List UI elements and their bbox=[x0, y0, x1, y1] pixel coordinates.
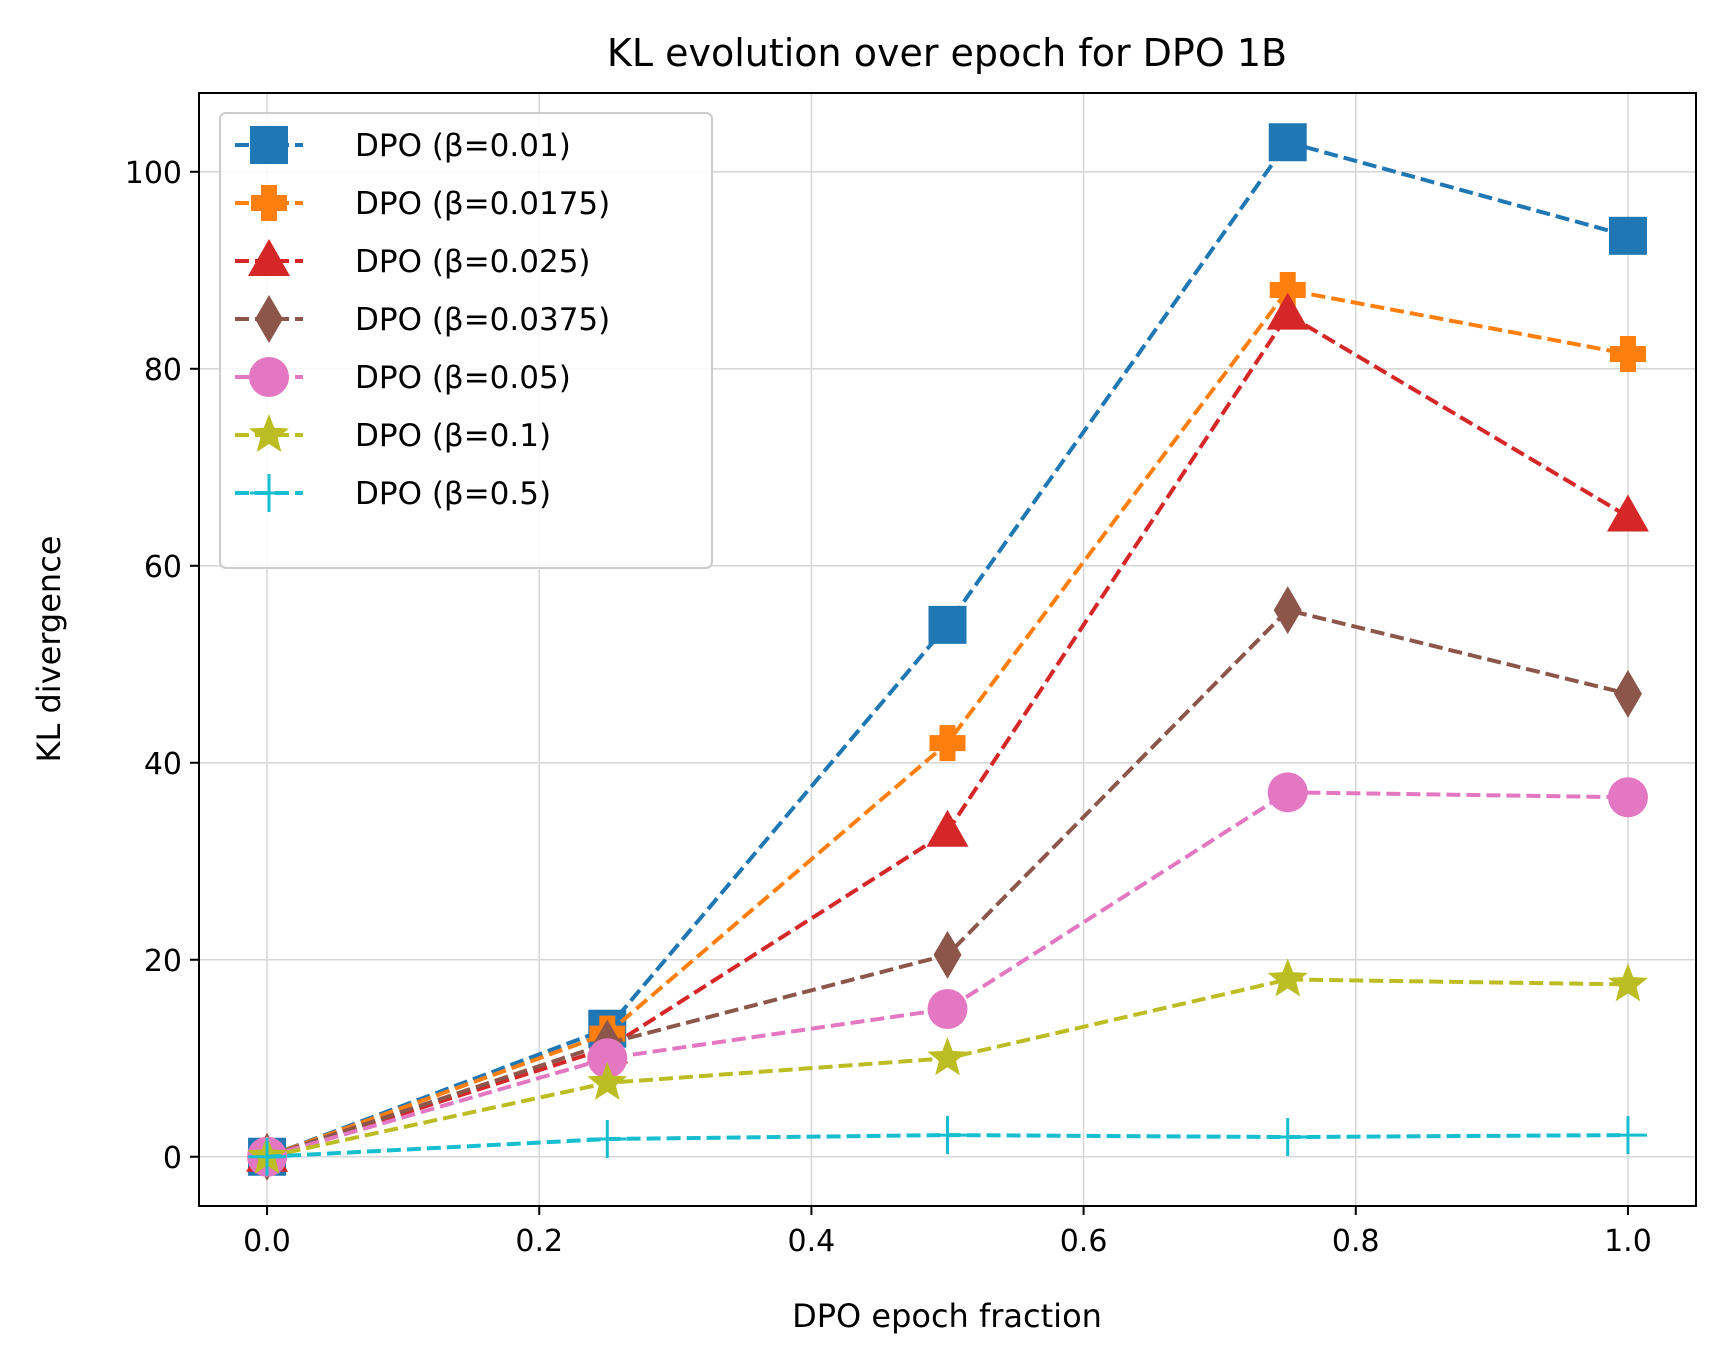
plus-filled-marker bbox=[251, 185, 287, 221]
y-tick-label: 0 bbox=[163, 1141, 182, 1176]
plus-marker bbox=[1268, 1118, 1307, 1157]
star-marker bbox=[249, 414, 289, 452]
series-group bbox=[248, 1116, 1647, 1176]
diamond-marker bbox=[255, 295, 283, 343]
series-group bbox=[253, 586, 1642, 1181]
legend-box bbox=[219, 112, 713, 569]
square-marker bbox=[1268, 123, 1307, 162]
legend-label: DPO (β=0.025) bbox=[355, 244, 591, 280]
triangle-marker bbox=[1266, 292, 1309, 330]
circle-marker bbox=[1607, 777, 1648, 818]
x-tick-label: 1.0 bbox=[1604, 1224, 1652, 1259]
y-tick-label: 40 bbox=[144, 747, 182, 782]
circle-marker bbox=[249, 357, 289, 397]
circle-marker bbox=[927, 989, 968, 1030]
circle-marker bbox=[587, 1038, 628, 1079]
legend-entry: DPO (β=0.0375) bbox=[235, 295, 610, 343]
y-tick-label: 60 bbox=[144, 550, 182, 585]
legend-entry: DPO (β=0.01) bbox=[235, 126, 571, 164]
plot-frame bbox=[198, 92, 1697, 1207]
legend-entry: DPO (β=0.0175) bbox=[235, 185, 610, 222]
legend-label: DPO (β=0.01) bbox=[355, 128, 571, 164]
y-tick-label: 80 bbox=[144, 353, 182, 388]
legend-entry: DPO (β=0.5) bbox=[235, 474, 551, 512]
x-tick-label: 0.2 bbox=[515, 1224, 563, 1259]
plus-marker bbox=[928, 1116, 967, 1155]
legend-entry: DPO (β=0.025) bbox=[235, 239, 591, 280]
y-tick-label: 20 bbox=[144, 944, 182, 979]
triangle-marker bbox=[1606, 494, 1649, 532]
plus-filled-marker bbox=[1609, 336, 1646, 373]
axis-ticks: 0.0 0.2 0.4 0.6 0.8 1.0 0 20 40 60 80 100 bbox=[125, 156, 1652, 1259]
legend-label: DPO (β=0.5) bbox=[355, 476, 551, 512]
diamond-marker bbox=[1613, 669, 1642, 718]
x-axis-label: DPO epoch fraction bbox=[792, 1297, 1102, 1335]
x-tick-label: 0.8 bbox=[1332, 1224, 1380, 1259]
triangle-marker bbox=[926, 809, 969, 847]
y-axis-label: KL divergence bbox=[30, 536, 68, 763]
square-marker bbox=[928, 605, 967, 644]
legend-entry: DPO (β=0.05) bbox=[235, 357, 571, 397]
legend-label: DPO (β=0.1) bbox=[355, 418, 551, 454]
diamond-marker bbox=[933, 930, 962, 979]
legend-label: DPO (β=0.05) bbox=[355, 360, 571, 396]
star-marker bbox=[1267, 958, 1308, 997]
legend-entry: DPO (β=0.1) bbox=[235, 414, 551, 454]
circle-marker bbox=[1267, 772, 1308, 813]
chart-title: KL evolution over epoch for DPO 1B bbox=[607, 31, 1287, 75]
legend-label: DPO (β=0.0375) bbox=[355, 302, 610, 338]
diamond-marker bbox=[1273, 586, 1302, 635]
y-tick-label: 100 bbox=[125, 156, 182, 191]
x-tick-label: 0.6 bbox=[1060, 1224, 1108, 1259]
legend: DPO (β=0.01) DPO (β=0.0175) DPO (β=0.025) D… bbox=[219, 112, 713, 569]
plus-marker bbox=[588, 1120, 627, 1159]
square-marker bbox=[250, 126, 288, 164]
x-tick-label: 0.0 bbox=[243, 1224, 291, 1259]
x-tick-label: 0.4 bbox=[788, 1224, 836, 1259]
plus-marker bbox=[248, 1137, 287, 1176]
plus-filled-marker bbox=[1269, 271, 1306, 308]
plus-marker bbox=[250, 474, 288, 512]
star-marker bbox=[587, 1061, 628, 1100]
star-marker bbox=[1607, 963, 1648, 1002]
series-line bbox=[266, 607, 1629, 1159]
star-marker bbox=[927, 1037, 968, 1076]
plus-marker bbox=[1608, 1116, 1647, 1155]
series-layer bbox=[246, 123, 1649, 1181]
legend-label: DPO (β=0.0175) bbox=[355, 186, 610, 222]
triangle-marker bbox=[248, 239, 290, 276]
plus-filled-marker bbox=[929, 725, 966, 762]
square-marker bbox=[1608, 216, 1647, 255]
